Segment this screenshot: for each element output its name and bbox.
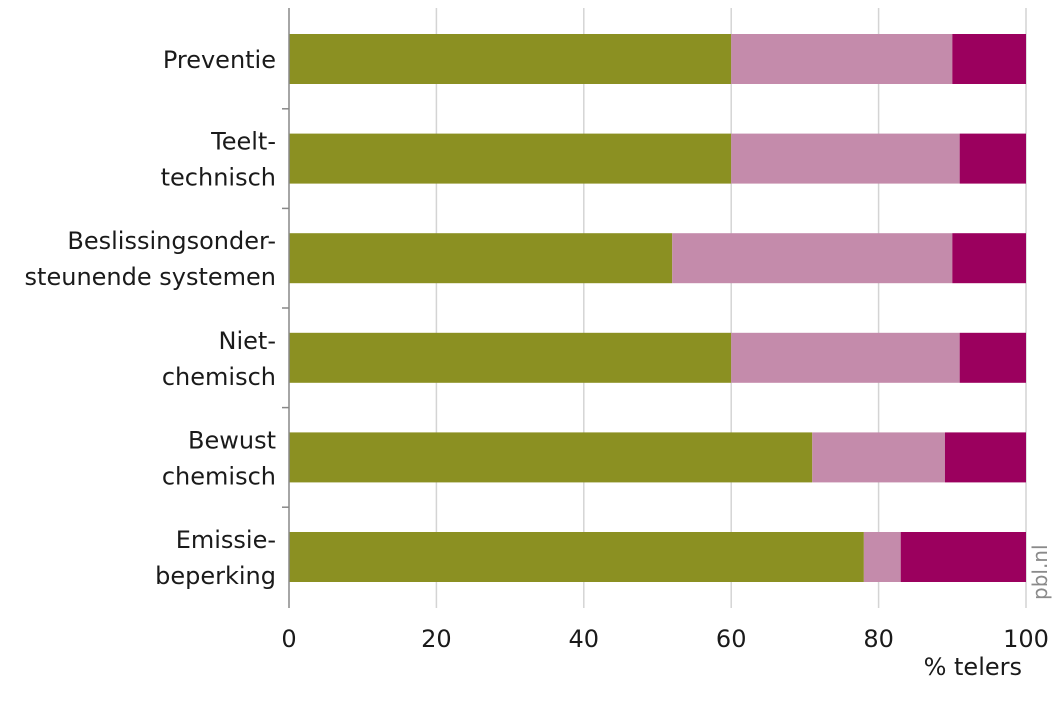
bar-segment <box>731 332 960 383</box>
x-tick-label: 60 <box>716 625 747 653</box>
bar-segment <box>952 233 1026 284</box>
bar-segment <box>863 532 901 582</box>
category-label: steunende systemen <box>25 263 276 291</box>
gridlines <box>435 8 1027 608</box>
category-ticks <box>282 108 289 508</box>
x-axis-title: % telers <box>924 653 1022 681</box>
bar-segment <box>812 432 945 483</box>
category-label: Beslissingsonder- <box>67 227 276 255</box>
category-label: beperking <box>155 562 276 590</box>
category-label: technisch <box>161 164 276 192</box>
category-label: Niet- <box>219 327 276 355</box>
bar-segment <box>289 332 732 383</box>
bar-segment <box>959 332 1026 383</box>
bar-segment <box>289 532 864 582</box>
bar-segment <box>731 34 953 84</box>
bar-segment <box>731 133 960 184</box>
bar-segment <box>289 233 673 284</box>
bar-segment <box>289 34 732 84</box>
category-label: chemisch <box>162 462 276 490</box>
x-tick-label: 100 <box>1003 625 1049 653</box>
source-label: pbl.nl <box>1028 544 1052 600</box>
x-tick-label: 80 <box>863 625 894 653</box>
category-labels: Preventie Teelt-technisch Beslissingsonder… <box>25 46 276 590</box>
bars <box>289 34 1026 582</box>
category-label: Emissie- <box>176 526 276 554</box>
category-label: Teelt- <box>210 128 276 156</box>
x-tick-label: 0 <box>281 625 296 653</box>
bar-segment <box>952 34 1026 84</box>
bar-segment <box>959 133 1026 184</box>
bar-segment <box>672 233 953 284</box>
x-tick-label: 20 <box>421 625 452 653</box>
x-tick-labels: 0 20 40 60 80 100 <box>281 625 1049 653</box>
category-label: chemisch <box>162 363 276 391</box>
category-label: Preventie <box>163 46 276 74</box>
category-label: Bewust <box>188 426 276 454</box>
bar-segment <box>944 432 1026 483</box>
bar-segment <box>900 532 1026 582</box>
bar-segment <box>289 432 813 483</box>
bar-segment <box>289 133 732 184</box>
x-tick-label: 40 <box>569 625 600 653</box>
